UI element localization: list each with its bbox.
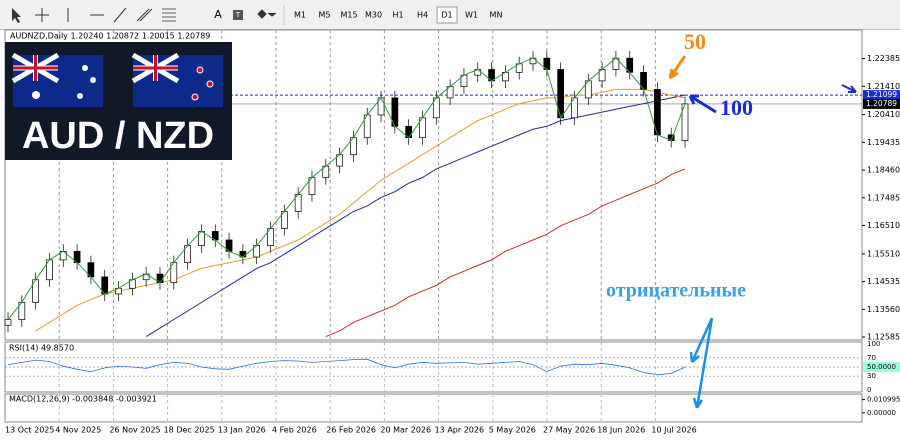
alert-tag <box>863 90 900 101</box>
timeframe-button[interactable]: W1 <box>465 11 478 20</box>
annotation-100: 100 <box>720 95 753 120</box>
date-label: 27 May 2026 <box>543 426 595 435</box>
arrows-negative <box>689 317 714 409</box>
price-label: 1.21410 <box>867 82 900 91</box>
text-tool[interactable]: A <box>214 8 222 21</box>
annotation-negative: отрицательные <box>606 280 746 302</box>
logo-text: AUD / NZD <box>22 115 214 157</box>
price-label: 1.14535 <box>867 277 900 286</box>
annotations: 50 100 отрицательные <box>606 29 857 409</box>
chart-header: AUDNZD,Daily 1.20240 1.20872 1.20015 1.2… <box>10 32 210 41</box>
date-label: 18 Jun 2026 <box>597 426 645 435</box>
date-label: 20 Mar 2026 <box>380 426 431 435</box>
rsi-tick-label: 50.0000 <box>867 363 896 371</box>
crosshair-tool[interactable] <box>35 8 49 22</box>
rsi-tick-label: 70 <box>867 354 876 362</box>
alert-price-label: 1.21099 <box>866 90 897 99</box>
rsi-tick-label: 0 <box>867 386 871 394</box>
macd-tick-label: 0.00000 <box>867 409 896 417</box>
price-label: 1.16510 <box>867 221 900 230</box>
rsi-tick-label: 30 <box>867 372 876 380</box>
level-tag <box>863 362 900 372</box>
price-label: 1.15510 <box>867 249 900 258</box>
price-label: 1.18460 <box>867 166 900 175</box>
arrow-50 <box>668 55 687 80</box>
toolbar: A M1 M5 M15 M30 H1 H4 D1 W1 MN <box>0 0 900 30</box>
rsi-tick-label: 100 <box>867 340 880 348</box>
timeframe-button[interactable]: H1 <box>392 11 403 20</box>
label-tool[interactable]: T <box>235 11 241 19</box>
date-label: 13 Oct 2025 <box>5 426 54 435</box>
date-label: 26 Nov 2025 <box>109 426 160 435</box>
date-label: 4 Feb 2026 <box>272 426 317 435</box>
price-label: 1.12585 <box>867 333 900 342</box>
macd-label: MACD(12,26,9) -0.003848 -0.003921 <box>9 395 157 404</box>
star <box>206 80 214 88</box>
cursor-tool[interactable] <box>12 8 21 23</box>
price-label: 1.19435 <box>867 138 900 147</box>
timeframes: M1 M5 M15 M30 H1 H4 D1 W1 MN <box>294 6 503 24</box>
star <box>32 91 40 99</box>
macd-pane: MACD(12,26,9) -0.003848 -0.003921 <box>4 393 863 423</box>
timeframe-button[interactable]: M1 <box>294 11 306 20</box>
price-label: 1.22385 <box>867 54 900 63</box>
price-label: 1.20410 <box>867 110 900 119</box>
timeframe-button[interactable]: H4 <box>417 11 428 20</box>
trendline-tool[interactable] <box>113 7 127 23</box>
date-label: 13 Jan 2026 <box>218 426 266 435</box>
candle <box>4 319 12 326</box>
arrow-alert <box>841 84 857 93</box>
fibo-tool[interactable] <box>162 8 176 22</box>
channel-tool[interactable] <box>136 8 153 22</box>
price-tag <box>863 98 900 109</box>
arrow-100 <box>688 94 717 114</box>
rsi-line <box>7 358 686 376</box>
ma200-line <box>325 168 686 338</box>
star <box>77 93 83 99</box>
fast-ma-line <box>7 57 686 320</box>
price-label: 1.17485 <box>867 193 900 202</box>
timeframe-button[interactable]: M5 <box>319 11 331 20</box>
star <box>82 65 88 71</box>
union-jack-cross <box>13 55 58 81</box>
current-price-label: 1.20789 <box>866 99 897 108</box>
arrows-tool[interactable] <box>257 9 277 19</box>
timeframe-button[interactable]: M15 <box>340 11 357 20</box>
union-jack-cross <box>133 55 178 81</box>
timeframe-button[interactable]: D1 <box>441 11 452 20</box>
pane-frame <box>4 393 863 423</box>
active-button <box>436 6 458 24</box>
rsi-label: RSI(14) 49.8570 <box>9 344 74 353</box>
date-label: 13 Apr 2026 <box>435 426 484 435</box>
date-label: 18 Dec 2025 <box>164 426 215 435</box>
star <box>191 93 199 101</box>
timeframe-button[interactable]: M30 <box>365 11 382 20</box>
label-tool-icon[interactable] <box>233 10 243 20</box>
star <box>196 66 204 74</box>
price-label: 1.13560 <box>867 305 900 314</box>
macd-tick-label: 0.010995 <box>867 396 900 404</box>
date-label: 5 May 2026 <box>489 426 536 435</box>
star <box>90 77 96 83</box>
date-label: 26 Feb 2026 <box>326 426 376 435</box>
annotation-50: 50 <box>684 29 706 54</box>
ma100-line <box>145 94 686 338</box>
rsi-pane: RSI(14) 49.8570 <box>4 341 863 393</box>
date-label: 4 Nov 2025 <box>55 426 101 435</box>
logo: AUD / NZD <box>5 42 232 160</box>
date-label: 10 Jul 2026 <box>651 426 696 435</box>
timeframe-button[interactable]: MN <box>490 11 503 20</box>
